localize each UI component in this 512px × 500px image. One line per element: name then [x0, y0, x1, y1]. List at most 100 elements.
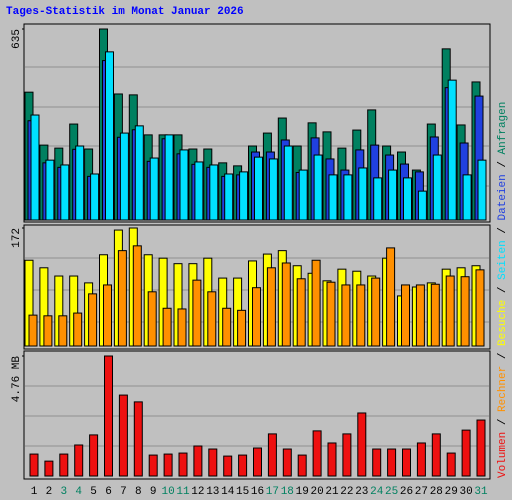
bar — [403, 177, 412, 221]
x-tick-label: 3 — [60, 486, 67, 498]
legend-entry: Seiten — [497, 240, 509, 280]
bar — [44, 460, 54, 477]
x-tick-label: 26 — [400, 486, 413, 498]
bar — [222, 307, 232, 347]
legend-entry: Besuche — [497, 300, 509, 346]
bar — [415, 284, 425, 347]
bar — [401, 284, 410, 347]
bar — [371, 277, 381, 347]
bar — [162, 307, 172, 347]
bar — [208, 448, 218, 477]
x-tick-label: 22 — [340, 486, 353, 498]
x-tick-label: 31 — [474, 486, 488, 498]
bar — [475, 269, 485, 347]
bar — [43, 315, 53, 347]
bar — [117, 250, 127, 347]
bar — [386, 247, 396, 347]
bar — [252, 287, 261, 347]
bar — [342, 433, 352, 477]
bar — [417, 190, 427, 221]
x-tick-label: 25 — [385, 486, 398, 498]
bar — [432, 154, 442, 221]
x-tick-label: 1 — [31, 486, 38, 498]
bar — [416, 442, 426, 477]
bar — [461, 429, 471, 477]
x-tick-label: 8 — [135, 486, 142, 498]
bar — [89, 434, 99, 477]
x-tick-label: 11 — [176, 486, 190, 498]
legend-entry: Volumen — [497, 432, 509, 478]
bar — [74, 444, 84, 477]
bar — [163, 453, 173, 477]
bar — [313, 154, 323, 221]
bar — [103, 284, 112, 347]
x-tick-label: 30 — [459, 486, 472, 498]
bar — [387, 448, 397, 477]
bar — [326, 281, 336, 347]
bar — [341, 284, 351, 347]
bar — [312, 430, 322, 477]
x-tick-label: 6 — [105, 486, 112, 498]
bar — [148, 454, 158, 477]
bar — [192, 279, 202, 347]
x-tick-label: 18 — [281, 486, 294, 498]
x-tick-label: 13 — [206, 486, 219, 498]
bar — [431, 433, 441, 477]
bar — [133, 401, 143, 477]
bar — [178, 452, 188, 477]
x-tick-label: 27 — [415, 486, 428, 498]
bar — [445, 275, 455, 347]
bar — [239, 171, 249, 221]
bar — [296, 278, 306, 347]
y-tick-label: 635 — [11, 29, 23, 49]
x-tick-label: 20 — [310, 486, 323, 498]
legend-separator: / — [497, 154, 509, 174]
bar — [254, 156, 263, 221]
x-tick-label: 9 — [150, 486, 157, 498]
bar — [132, 245, 142, 347]
bar — [60, 164, 70, 221]
bar — [224, 173, 234, 221]
bar — [446, 452, 456, 477]
bar — [462, 174, 472, 221]
bar — [253, 447, 262, 477]
bar — [283, 145, 293, 221]
bar — [447, 79, 457, 221]
bar — [281, 262, 291, 347]
bar — [477, 159, 487, 221]
x-tick-label: 23 — [355, 486, 368, 498]
bar — [402, 448, 411, 477]
x-tick-label: 24 — [370, 486, 384, 498]
legend-separator: / — [497, 220, 509, 240]
bar — [164, 134, 174, 221]
bar — [193, 445, 203, 477]
x-tick-label: 2 — [46, 486, 53, 498]
bar — [358, 167, 368, 221]
bar — [237, 309, 247, 347]
bar — [460, 276, 470, 347]
bar — [328, 174, 338, 221]
bar — [430, 283, 440, 347]
legend-entry: Anfragen — [497, 102, 509, 155]
bar — [388, 169, 398, 221]
bar — [266, 267, 276, 347]
bar — [357, 412, 367, 477]
bar — [73, 312, 83, 347]
legend-separator: / — [497, 346, 509, 366]
legend-entry: Rechner — [497, 366, 509, 412]
bar — [28, 314, 38, 347]
bar — [267, 433, 277, 477]
legend-entry: Dateien — [497, 174, 509, 220]
bar — [58, 315, 68, 347]
bar — [179, 149, 189, 221]
bar — [282, 448, 292, 477]
bar — [134, 125, 144, 221]
bar — [207, 291, 217, 347]
bar — [75, 145, 85, 221]
y-tick-label: 172 — [11, 228, 23, 248]
bar — [118, 394, 128, 477]
bar — [268, 158, 278, 221]
bar — [223, 455, 233, 477]
bar — [297, 454, 307, 477]
